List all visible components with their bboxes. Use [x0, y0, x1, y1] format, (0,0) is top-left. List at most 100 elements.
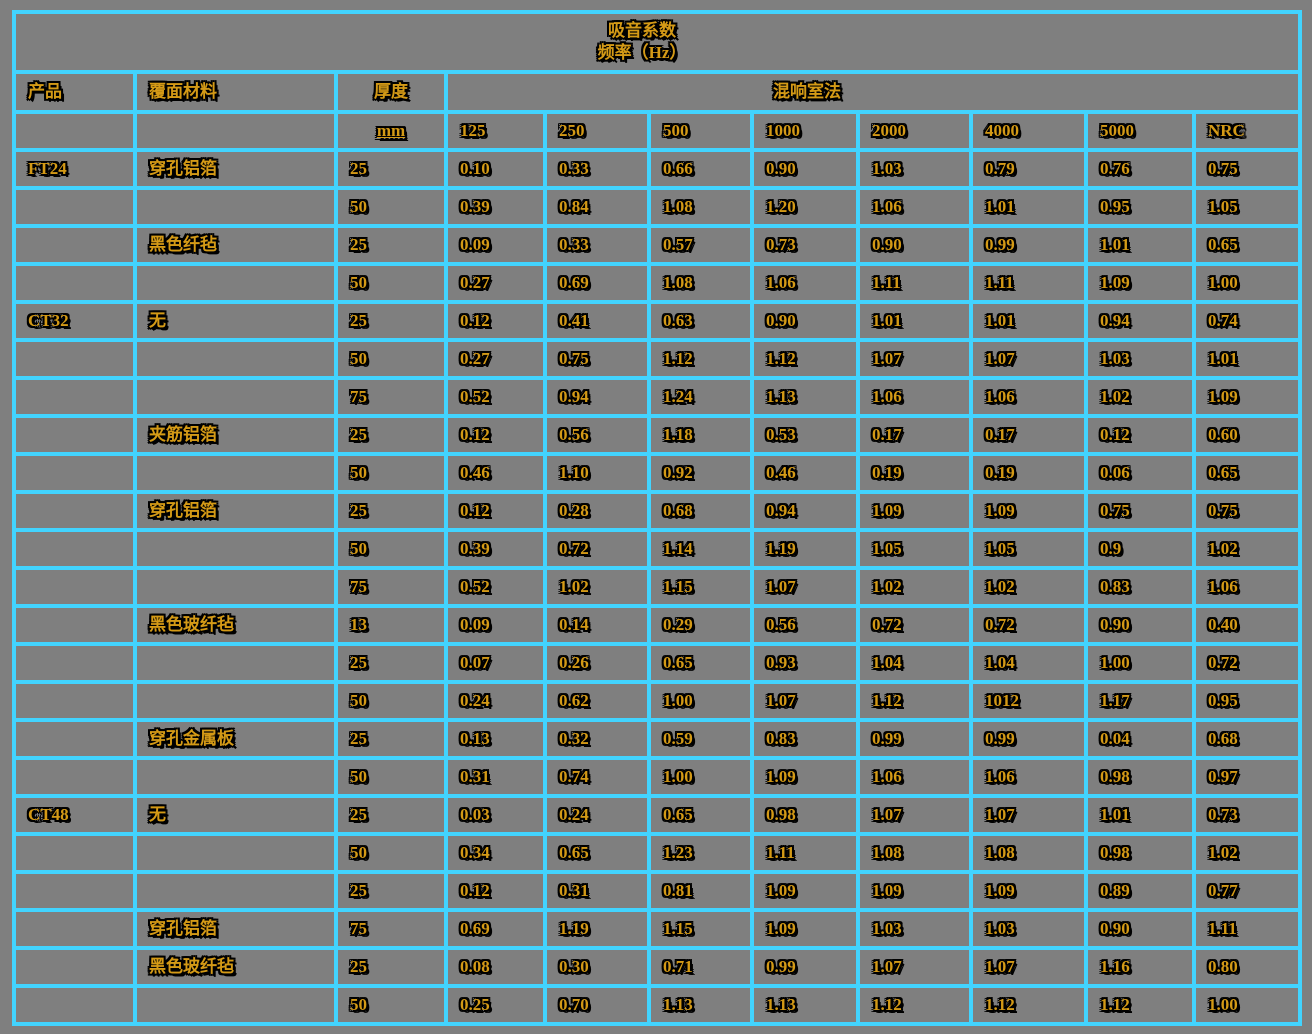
cell-material: 黑色玻纤毡: [133, 946, 338, 988]
cell-1000: 0.83: [750, 718, 860, 760]
cell-500: 0.65: [647, 794, 754, 836]
table-row: 50 0.27 0.69 1.08 1.06 1.11 1.11 1.09 1.00: [12, 262, 1302, 304]
table-header: 吸音系数 频率（Hz） 产品 覆面材料 厚度 混响室法 mm 125 250 5…: [12, 10, 1302, 152]
col-header-500: 500: [647, 110, 754, 152]
cell-2000: 1.03: [856, 148, 973, 190]
cell-125: 0.39: [444, 186, 547, 228]
cell-4000: 1.02: [969, 566, 1088, 608]
cell-product: [12, 376, 137, 418]
cell-500: 1.14: [647, 528, 754, 570]
cell-2000: 1.06: [856, 376, 973, 418]
cell-5000: 1.09: [1084, 262, 1196, 304]
cell-5000: 1.01: [1084, 794, 1196, 836]
cell-material: [133, 376, 338, 418]
cell-material: [133, 338, 338, 380]
cell-4000: 1.06: [969, 756, 1088, 798]
cell-thickness: 25: [334, 224, 448, 266]
cell-thickness: 50: [334, 186, 448, 228]
cell-125: 0.39: [444, 528, 547, 570]
col-header-5000: 5000: [1084, 110, 1196, 152]
cell-nrc: 0.75: [1192, 490, 1302, 532]
cell-product: CT48: [12, 794, 137, 836]
table-row: 50 0.24 0.62 1.00 1.07 1.12 1012 1.17 0.95: [12, 680, 1302, 722]
cell-500: 1.00: [647, 680, 754, 722]
cell-250: 0.30: [543, 946, 651, 988]
cell-2000: 1.03: [856, 908, 973, 950]
cell-500: 1.23: [647, 832, 754, 874]
cell-4000: 1012: [969, 680, 1088, 722]
cell-250: 1.10: [543, 452, 651, 494]
cell-250: 0.32: [543, 718, 651, 760]
cell-2000: 0.99: [856, 718, 973, 760]
col-header-thickness: 厚度: [334, 70, 448, 114]
table-row: CT48 无 25 0.03 0.24 0.65 0.98 1.07 1.07 1.01 0.73: [12, 794, 1302, 836]
cell-250: 0.33: [543, 148, 651, 190]
cell-500: 1.08: [647, 262, 754, 304]
cell-125: 0.25: [444, 984, 547, 1026]
cell-1000: 0.56: [750, 604, 860, 646]
cell-product: [12, 566, 137, 608]
cell-1000: 0.90: [750, 148, 860, 190]
cell-250: 0.28: [543, 490, 651, 532]
cell-1000: 0.73: [750, 224, 860, 266]
cell-nrc: 0.77: [1192, 870, 1302, 912]
cell-nrc: 1.02: [1192, 528, 1302, 570]
cell-4000: 1.12: [969, 984, 1088, 1026]
cell-5000: 0.9: [1084, 528, 1196, 570]
absorption-table: 吸音系数 频率（Hz） 产品 覆面材料 厚度 混响室法 mm 125 250 5…: [12, 10, 1302, 1026]
cell-250: 0.69: [543, 262, 651, 304]
table-row: 50 0.25 0.70 1.13 1.13 1.12 1.12 1.12 1.00: [12, 984, 1302, 1026]
table-row: 75 0.52 0.94 1.24 1.13 1.06 1.06 1.02 1.09: [12, 376, 1302, 418]
cell-500: 0.81: [647, 870, 754, 912]
table-row: 50 0.31 0.74 1.00 1.09 1.06 1.06 0.98 0.97: [12, 756, 1302, 798]
cell-4000: 1.01: [969, 186, 1088, 228]
cell-5000: 1.01: [1084, 224, 1196, 266]
cell-material: 穿孔铝箔: [133, 148, 338, 190]
cell-nrc: 0.40: [1192, 604, 1302, 646]
cell-125: 0.12: [444, 300, 547, 342]
cell-5000: 0.06: [1084, 452, 1196, 494]
cell-5000: 1.17: [1084, 680, 1196, 722]
cell-125: 0.12: [444, 490, 547, 532]
cell-2000: 1.09: [856, 490, 973, 532]
title-line1: 吸音系数: [608, 21, 676, 40]
cell-125: 0.10: [444, 148, 547, 190]
cell-material: [133, 262, 338, 304]
cell-nrc: 0.74: [1192, 300, 1302, 342]
cell-2000: 0.17: [856, 414, 973, 456]
cell-thickness: 50: [334, 984, 448, 1026]
cell-thickness: 25: [334, 490, 448, 532]
cell-5000: 1.02: [1084, 376, 1196, 418]
cell-4000: 1.06: [969, 376, 1088, 418]
cell-250: 0.33: [543, 224, 651, 266]
cell-thickness: 25: [334, 642, 448, 684]
cell-4000: 1.09: [969, 490, 1088, 532]
cell-250: 0.74: [543, 756, 651, 798]
cell-125: 0.24: [444, 680, 547, 722]
cell-5000: 0.90: [1084, 908, 1196, 950]
col-header-2000: 2000: [856, 110, 973, 152]
cell-5000: 0.90: [1084, 604, 1196, 646]
cell-250: 0.26: [543, 642, 651, 684]
cell-250: 0.14: [543, 604, 651, 646]
cell-nrc: 0.72: [1192, 642, 1302, 684]
cell-4000: 0.17: [969, 414, 1088, 456]
cell-product: [12, 642, 137, 684]
header-row: 产品 覆面材料 厚度 混响室法: [12, 70, 1302, 114]
cell-product: CT32: [12, 300, 137, 342]
cell-5000: 0.04: [1084, 718, 1196, 760]
cell-1000: 1.19: [750, 528, 860, 570]
subheader-product-empty: [12, 110, 137, 152]
cell-thickness: 50: [334, 528, 448, 570]
title-line2: 频率（Hz）: [597, 43, 687, 62]
cell-material: 穿孔铝箔: [133, 908, 338, 950]
cell-250: 0.41: [543, 300, 651, 342]
cell-product: [12, 452, 137, 494]
cell-1000: 1.12: [750, 338, 860, 380]
cell-material: [133, 680, 338, 722]
cell-product: [12, 414, 137, 456]
cell-thickness: 25: [334, 946, 448, 988]
cell-1000: 0.94: [750, 490, 860, 532]
cell-nrc: 0.95: [1192, 680, 1302, 722]
cell-nrc: 0.97: [1192, 756, 1302, 798]
